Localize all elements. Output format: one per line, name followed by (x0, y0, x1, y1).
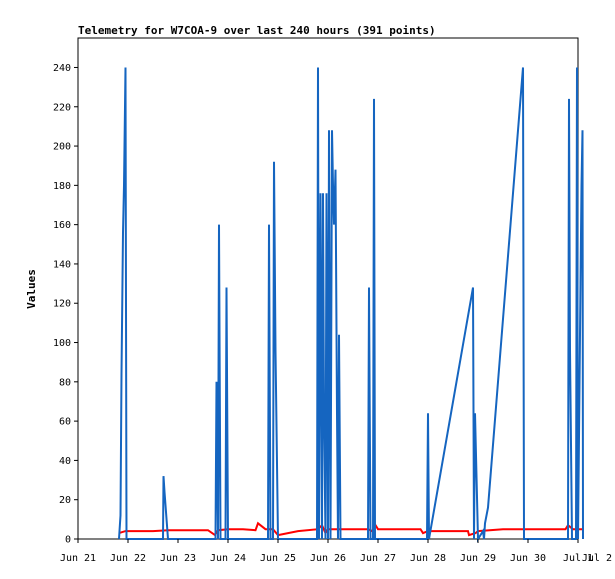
x-tick-label-0: Jun 21 (60, 553, 96, 564)
x-tick-label-1: Jun 22 (110, 553, 146, 564)
y-tick-label-2: 40 (59, 456, 71, 467)
y-tick-label-1: 20 (59, 495, 71, 506)
y-axis-label: Values (25, 269, 38, 309)
x-tick-label-3: Jun 24 (210, 553, 246, 564)
x-tick-label-11: Jul 2 (582, 553, 612, 564)
x-tick-label-8: Jun 29 (460, 553, 496, 564)
y-tick-label-6: 120 (53, 299, 71, 310)
y-tick-label-7: 140 (53, 259, 71, 270)
y-tick-label-12: 240 (53, 63, 71, 74)
y-tick-label-9: 180 (53, 181, 71, 192)
x-tick-label-2: Jun 23 (160, 553, 196, 564)
y-axis: 0 20 40 60 80 100 120 140 160 180 200 220 240 (53, 63, 78, 546)
chart-title: Telemetry for W7COA-9 over last 240 hour… (78, 24, 436, 37)
y-tick-label-5: 100 (53, 338, 71, 349)
y-tick-label-10: 200 (53, 142, 71, 153)
series-line-0 (118, 521, 582, 537)
y-tick-label-8: 160 (53, 220, 71, 231)
y-tick-label-4: 80 (59, 377, 71, 388)
x-axis: Jun 21 Jun 22 Jun 23 Jun 24 Jun 25 Jun 26 Jun … (60, 539, 612, 564)
x-tick-label-10: Jul 1 (563, 553, 593, 564)
y-tick-label-0: 0 (65, 535, 71, 546)
series-layer (118, 67, 584, 543)
x-tick-label-5: Jun 26 (310, 553, 346, 564)
x-tick-label-6: Jun 27 (360, 553, 396, 564)
x-tick-label-7: Jun 28 (410, 553, 446, 564)
y-tick-label-3: 60 (59, 417, 71, 428)
y-tick-label-11: 220 (53, 102, 71, 113)
x-tick-label-9: Jun 30 (510, 553, 546, 564)
series-line-1 (118, 67, 584, 543)
x-tick-label-4: Jun 25 (260, 553, 296, 564)
